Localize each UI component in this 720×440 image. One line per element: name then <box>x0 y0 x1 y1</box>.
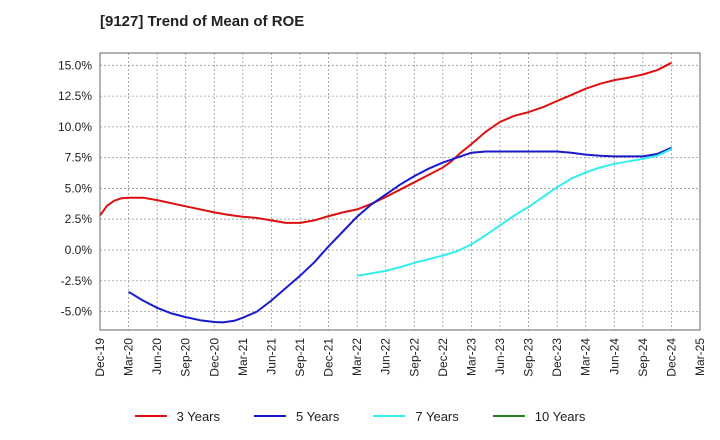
x-tick-label: Jun-24 <box>607 338 621 375</box>
x-tick-label: Jun-21 <box>264 338 278 375</box>
series-lines <box>99 61 672 324</box>
series-line-7-years <box>356 148 672 277</box>
y-tick-label: -5.0% <box>61 305 93 319</box>
legend-item: 5 Years <box>254 409 339 424</box>
series-line-3-years <box>99 61 672 224</box>
y-tick-label: 5.0% <box>65 181 93 195</box>
x-tick-label: Mar-25 <box>693 338 707 376</box>
x-tick-label: Mar-21 <box>236 338 250 376</box>
x-tick-label: Jun-23 <box>493 338 507 375</box>
legend-label: 10 Years <box>534 408 586 424</box>
axis-labels: Dec-19 Mar-20 Jun-20 Sep-20 Dec-20 Mar-21 Jun-… <box>58 58 707 376</box>
legend-swatch <box>492 415 525 417</box>
x-tick-label: Sep-20 <box>179 338 193 377</box>
series-line-5-years <box>128 146 672 324</box>
x-tick-label: Sep-22 <box>407 338 421 377</box>
x-tick-label: Dec-22 <box>436 338 450 377</box>
x-tick-label: Mar-24 <box>579 338 593 376</box>
chart-title: [9127] Trend of Mean of ROE <box>100 13 305 30</box>
x-tick-label: Jun-20 <box>150 338 164 375</box>
legend-item: 7 Years <box>373 408 459 424</box>
x-tick-label: Sep-21 <box>293 338 307 377</box>
y-tick-label: 7.5% <box>65 151 93 165</box>
x-tick-label: Jun-22 <box>379 338 393 375</box>
x-tick-label: Dec-23 <box>550 338 564 377</box>
legend-swatch <box>254 415 286 417</box>
x-tick-label: Dec-20 <box>207 338 221 377</box>
y-tick-label: 2.5% <box>65 212 93 226</box>
x-tick-label: Dec-19 <box>93 338 107 377</box>
x-tick-label: Dec-24 <box>664 338 678 377</box>
y-tick-label: 15.0% <box>58 58 92 72</box>
legend: 3 Years 5 Years 7 Years 10 Years <box>0 404 720 428</box>
legend-swatch <box>373 415 406 417</box>
legend-label: 5 Years <box>296 408 340 424</box>
y-tick-label: 12.5% <box>58 89 92 103</box>
y-tick-label: 0.0% <box>65 243 93 257</box>
x-tick-label: Mar-20 <box>122 338 136 376</box>
x-tick-label: Mar-23 <box>464 338 478 376</box>
legend-label: 7 Years <box>415 408 459 424</box>
grid <box>99 53 701 330</box>
x-tick-label: Dec-21 <box>322 338 336 377</box>
legend-swatch <box>134 415 167 417</box>
y-tick-label: -2.5% <box>61 274 93 288</box>
plot-frame <box>99 52 701 331</box>
x-tick-label: Mar-22 <box>350 338 364 376</box>
legend-item: 10 Years <box>492 408 586 424</box>
legend-item: 3 Years <box>134 408 220 424</box>
x-tick-label: Sep-23 <box>522 338 536 377</box>
legend-label: 3 Years <box>176 408 220 424</box>
y-tick-label: 10.0% <box>58 120 92 134</box>
x-tick-label: Sep-24 <box>636 338 650 377</box>
